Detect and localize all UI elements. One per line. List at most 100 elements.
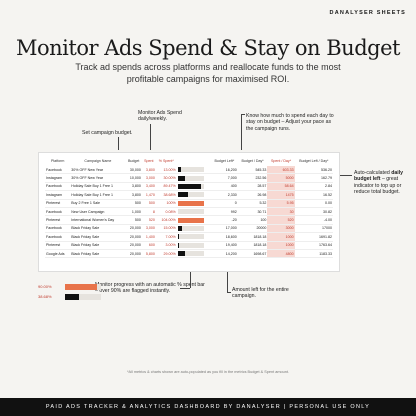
cell-platform: Facebook xyxy=(45,182,71,192)
spent-progress-fill xyxy=(177,251,186,257)
connector-line xyxy=(150,124,151,150)
cell-campaign: Buy 2 Free 1 Sale xyxy=(70,199,126,208)
table-row: Facebook 30% OFF New Year 30,000 3,800 13.00… xyxy=(45,166,333,175)
cell-progress xyxy=(176,224,212,234)
column-header xyxy=(177,156,211,166)
cell-campaign: Black Friday Sale xyxy=(70,224,126,234)
cell-platform: Pinterest xyxy=(45,199,71,208)
cell-platform: Pinterest xyxy=(45,241,71,250)
cell-percent-spent: 13.00% xyxy=(155,166,177,175)
cell-budget-left-per-day: 2.84 xyxy=(294,182,333,192)
spent-progress-bar xyxy=(177,242,204,248)
cell-progress xyxy=(176,207,212,217)
cell-budget: 20,000 xyxy=(125,241,142,250)
cell-campaign: Holiday Sale Buy 1 Free 1 xyxy=(70,182,126,192)
cell-percent-spent: 0.08% xyxy=(155,207,177,217)
cell-progress xyxy=(176,166,212,175)
spent-progress-bar xyxy=(177,167,204,173)
cell-budget-per-day: 1818.18 xyxy=(237,232,268,242)
callout-auto-calculated: Auto-calculated daily budget left – grea… xyxy=(354,170,406,196)
cell-progress xyxy=(176,232,212,242)
spent-progress-fill xyxy=(177,242,179,248)
cell-budget-left: 400 xyxy=(211,182,238,192)
cell-budget: 500 xyxy=(125,215,142,225)
column-header: Campaign Name xyxy=(84,159,112,163)
cell-spent: 3,000 xyxy=(141,173,156,183)
cell-percent-spent: 104.00% xyxy=(155,215,177,225)
cell-budget: 3,800 xyxy=(125,182,142,192)
brand-label: DANALYSER SHEETS xyxy=(329,10,406,16)
cell-progress xyxy=(176,182,212,192)
spent-progress-bar xyxy=(177,225,204,231)
column-header: % Spent* xyxy=(158,159,174,163)
cell-platform: Facebook xyxy=(45,232,71,242)
cell-budget-left: 16,200 xyxy=(211,166,238,175)
connector-line xyxy=(118,137,119,150)
callout-monitor-spend: Monitor Ads Spend daily/weekly. xyxy=(138,110,182,123)
cell-budget: 3,800 xyxy=(125,190,142,200)
spent-progress-fill xyxy=(177,225,182,231)
table-row: Instagram 30% OFF New Year 10,000 3,000 30.0… xyxy=(45,173,333,183)
cell-platform: Google Ads xyxy=(45,249,71,259)
cell-budget-left-per-day: -4.00 xyxy=(294,215,333,225)
table-row: Facebook Black Friday Sale 20,000 1,400 7.00… xyxy=(45,232,333,242)
cell-budget-left-per-day: 0.00 xyxy=(294,199,333,208)
cell-budget-per-day: 232.56 xyxy=(237,173,268,183)
cell-budget-per-day: 26.98 xyxy=(237,190,268,200)
campaign-table: Platform Campaign Name Budget Spent % Sp… xyxy=(45,156,333,259)
cell-percent-spent: 38.68% xyxy=(155,190,177,200)
cell-budget-left: 14,200 xyxy=(211,249,238,259)
column-header: Budget xyxy=(127,159,140,163)
cell-budget-left-per-day: 162.79 xyxy=(294,173,333,183)
table-row: Facebook Black Friday Sale 20,000 3,000 15.0… xyxy=(45,224,333,234)
legend-bar xyxy=(65,294,101,300)
cell-spent: 1,470 xyxy=(141,190,156,200)
cell-budget-left-per-day: 1183.33 xyxy=(294,249,333,259)
cell-progress xyxy=(176,249,212,259)
cell-budget-left-per-day: 30.82 xyxy=(294,207,333,217)
cell-progress xyxy=(176,241,212,250)
cell-budget-left-per-day: 16.52 xyxy=(294,190,333,200)
cell-spent-per-day: 58.64 xyxy=(267,182,295,192)
spent-progress-fill xyxy=(177,175,186,181)
table-row: Pinterest Buy 2 Free 1 Sale 500 500 100% 0 5.3… xyxy=(45,199,333,208)
cell-spent-per-day: 1000 xyxy=(267,232,295,242)
page-subtitle: Track ad spends across platforms and rea… xyxy=(75,62,341,84)
cell-spent: 600 xyxy=(141,241,156,250)
table-row: Pinterest International Women's Day 500 520… xyxy=(45,215,333,225)
cell-spent: 3,800 xyxy=(141,166,156,175)
footer-bar: PAID ADS TRACKER & ANALYTICS DASHBOARD B… xyxy=(0,398,416,416)
cell-budget-per-day: 28.57 xyxy=(237,182,268,192)
cell-spent: 3,400 xyxy=(141,182,156,192)
callout-bold-text: daily budget left xyxy=(354,170,404,183)
cell-budget: 20,000 xyxy=(125,224,142,234)
cell-spent-per-day: 4800 xyxy=(267,249,295,259)
cell-budget-left: 18,600 xyxy=(211,232,238,242)
cell-campaign: Holiday Sale Buy 1 Free 1 xyxy=(70,190,126,200)
cell-spent-per-day: 1000 xyxy=(267,241,295,250)
spent-progress-bar xyxy=(177,175,204,181)
spent-progress-bar xyxy=(177,251,204,257)
cell-spent: 8 xyxy=(141,207,156,217)
cell-spent-per-day: 520 xyxy=(267,215,295,225)
cell-spent: 500 xyxy=(141,199,156,208)
cell-spent-per-day: 603.33 xyxy=(267,166,295,175)
cell-budget: 30,000 xyxy=(125,166,142,175)
table-row: Instagram Holiday Sale Buy 1 Free 1 3,800 1… xyxy=(45,190,333,200)
cell-percent-spent: 3.00% xyxy=(155,241,177,250)
legend-percent: 38.68% xyxy=(38,294,52,299)
cell-percent-spent: 100% xyxy=(155,199,177,208)
cell-budget-per-day: 1698.67 xyxy=(237,249,268,259)
footnote: *All metrics & charts shown are auto-pop… xyxy=(127,370,289,374)
cell-platform: Instagram xyxy=(45,173,71,183)
callout-progress: Monitor progress with an automatic % spe… xyxy=(95,282,205,295)
table-row: Pinterest Black Friday Sale 20,000 600 3.00%… xyxy=(45,241,333,250)
cell-budget-left: 0 xyxy=(211,199,238,208)
spent-progress-fill xyxy=(177,217,204,223)
spent-progress-bar xyxy=(177,200,204,206)
cell-budget-left: 2,330 xyxy=(211,190,238,200)
connector-line xyxy=(190,268,191,288)
table-header-row: Platform Campaign Name Budget Spent % Sp… xyxy=(45,156,333,166)
column-header: Budget / Day* xyxy=(241,159,264,163)
cell-spent-per-day: 1475 xyxy=(267,190,295,200)
